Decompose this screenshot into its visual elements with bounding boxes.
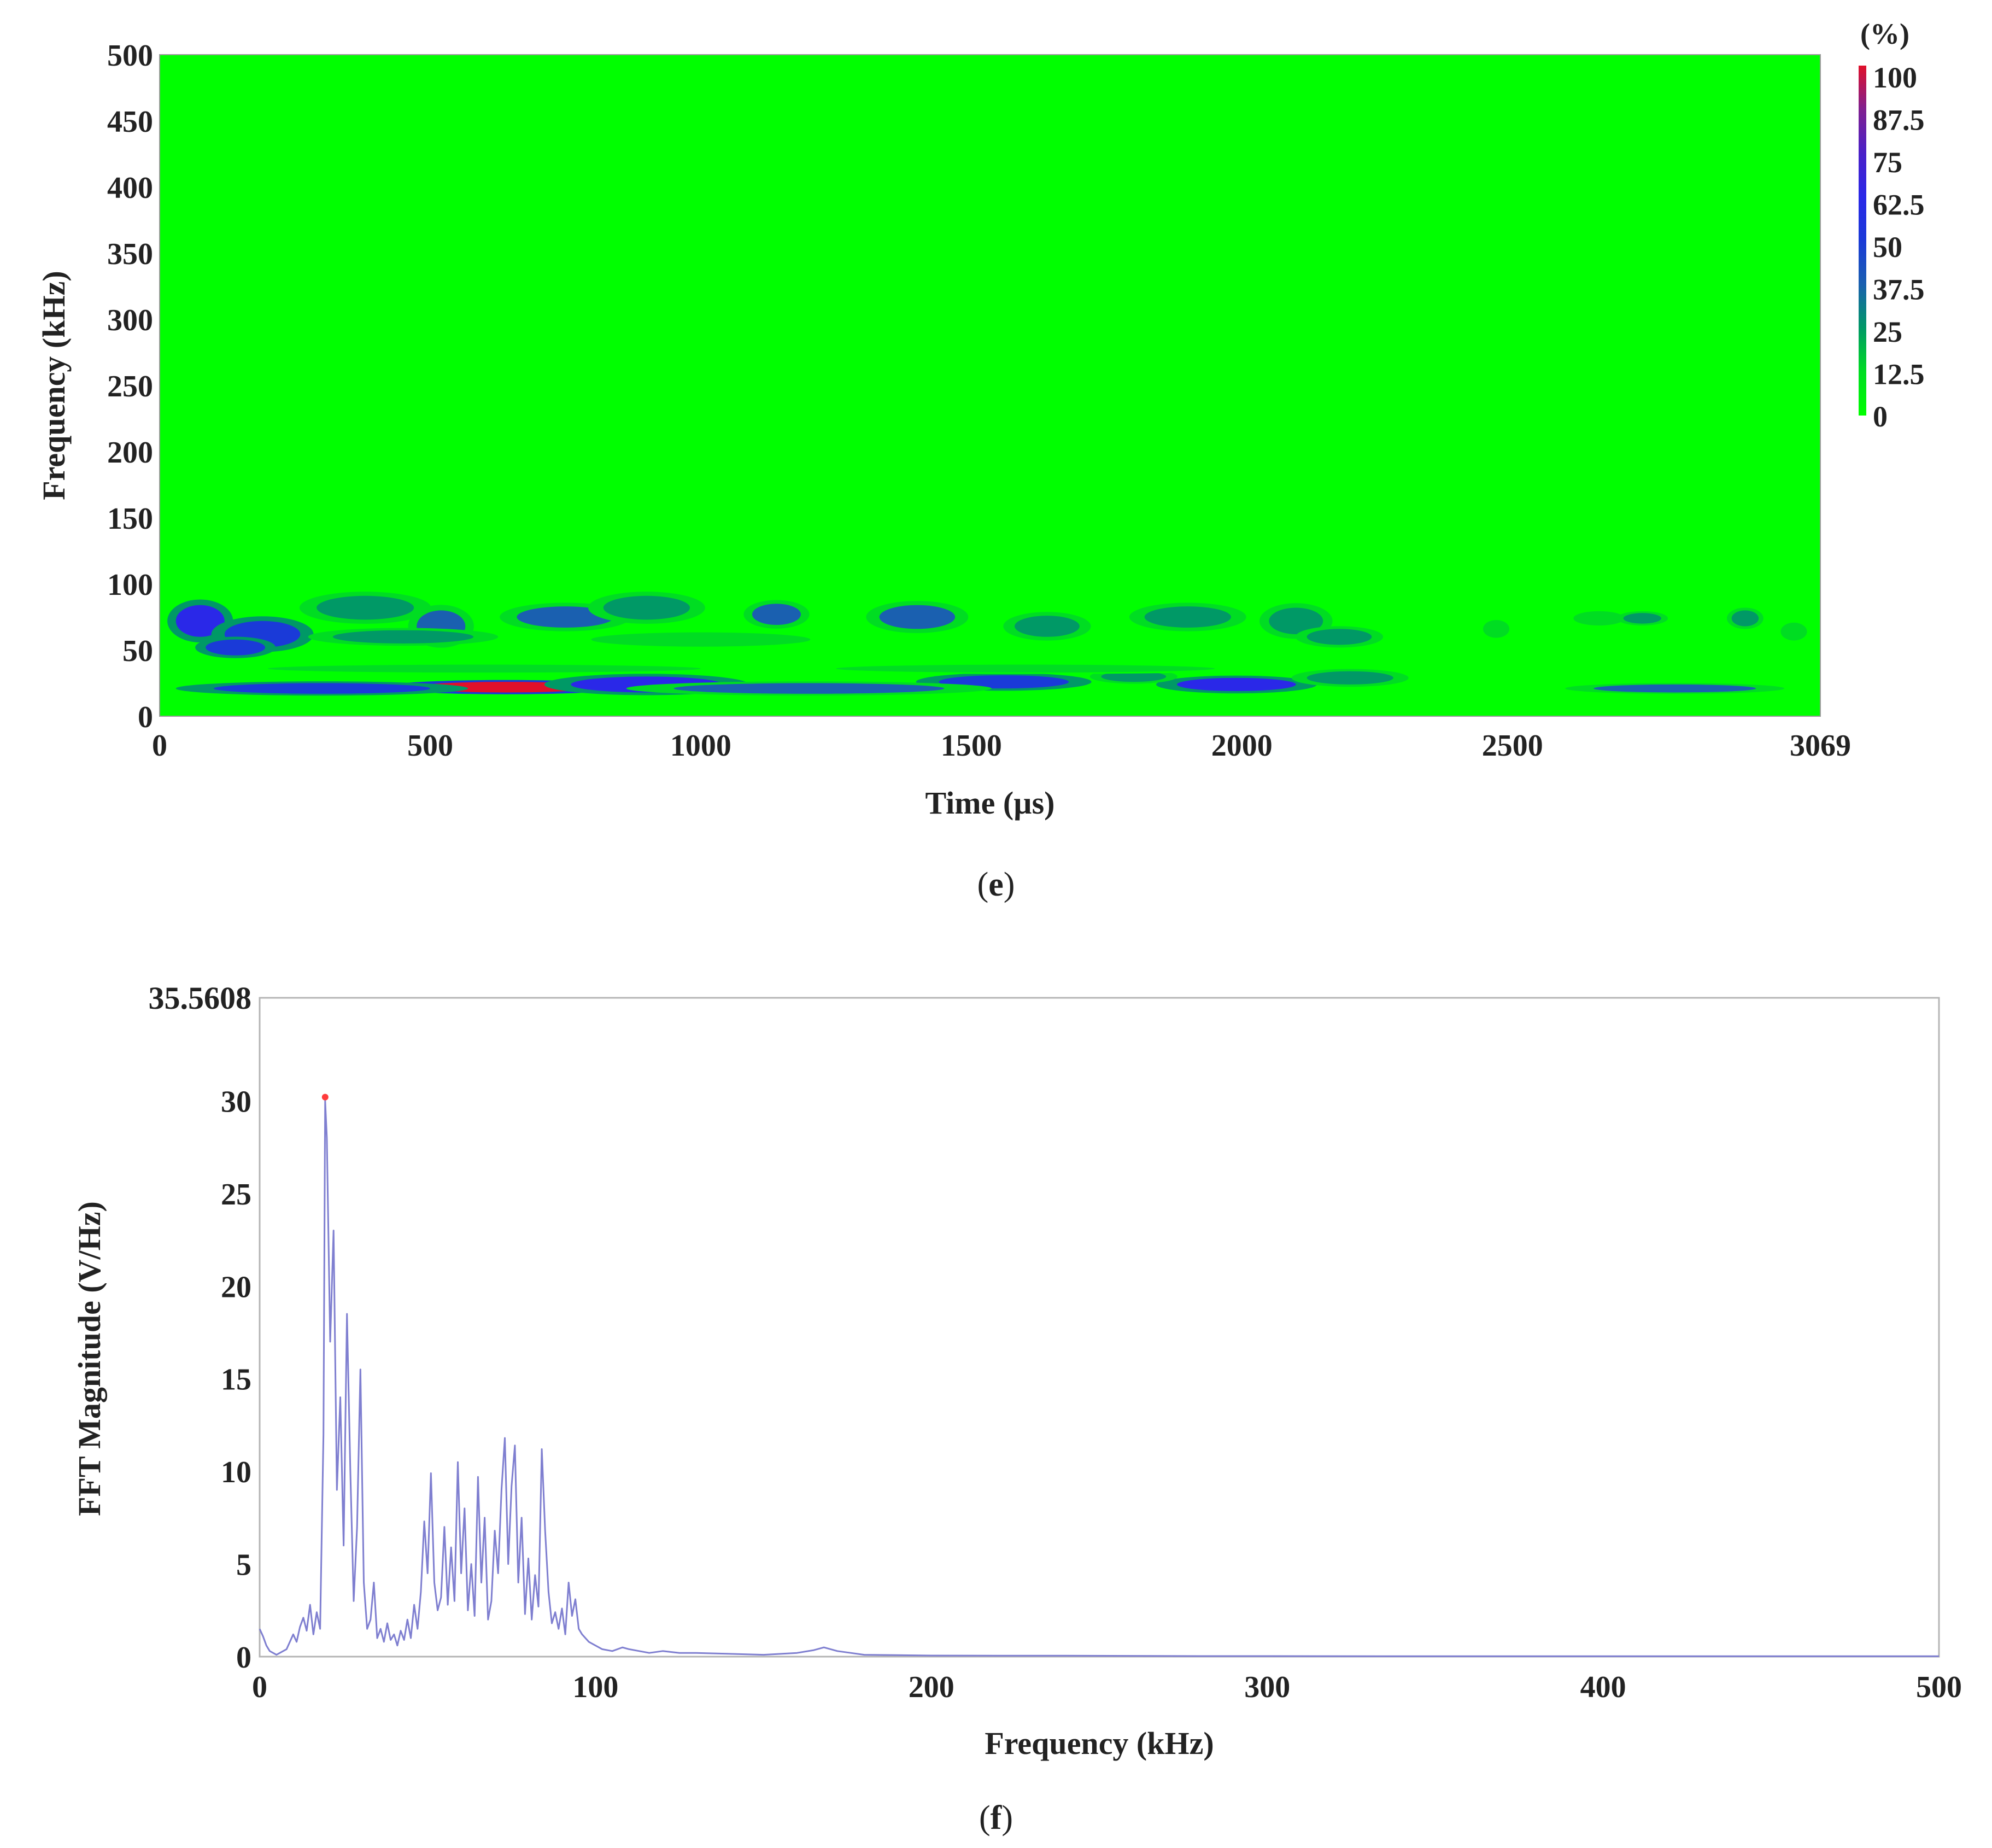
heatmap-y-tick-label: 350 bbox=[107, 237, 153, 271]
colorbar-gradient bbox=[1859, 66, 1866, 416]
heatmap-x-tick-label: 1500 bbox=[941, 729, 1002, 763]
heatmap-blob bbox=[1269, 607, 1323, 634]
colorbar-tick-label: 0 bbox=[1873, 400, 1888, 433]
heatmap-blob bbox=[1015, 616, 1080, 637]
heatmap-blob bbox=[1731, 610, 1759, 627]
heatmap-y-tick-label: 50 bbox=[122, 634, 153, 668]
heatmap-x-tick-label: 0 bbox=[152, 729, 167, 763]
heatmap-blob bbox=[752, 604, 801, 625]
spectrum-line bbox=[259, 1100, 1939, 1657]
heatmap-blob bbox=[175, 605, 225, 637]
spectrum-y-tick-label: 5 bbox=[236, 1548, 251, 1582]
heatmap-blob bbox=[317, 595, 414, 620]
heatmap-blob bbox=[213, 683, 430, 694]
heatmap-blob bbox=[1306, 629, 1372, 645]
heatmap-blob bbox=[267, 664, 701, 673]
heatmap-y-ticks: 0 50 100 150 200 250 300 350 400 450 500 bbox=[107, 39, 153, 734]
caption-e-open: ( bbox=[977, 866, 989, 903]
spectrum-y-tick-label: 15 bbox=[221, 1363, 251, 1397]
caption-e: (e) bbox=[977, 866, 1015, 903]
heatmap-blob bbox=[1144, 606, 1231, 628]
heatmap-blob bbox=[1486, 622, 1506, 636]
spectrum-x-axis-label: Frequency (kHz) bbox=[985, 1726, 1214, 1761]
spectrum-x-tick-label: 100 bbox=[572, 1670, 618, 1704]
heatmap-blob bbox=[1593, 684, 1756, 693]
caption-f-letter: f bbox=[991, 1799, 1003, 1837]
heatmap-blob bbox=[1623, 613, 1661, 624]
colorbar: (%) 100 87.5 75 62.5 50 37.5 25 12.5 0 bbox=[1859, 17, 1925, 433]
heatmap-x-tick-label: 2500 bbox=[1482, 729, 1543, 763]
heatmap-x-tick-label: 3069 bbox=[1790, 729, 1851, 763]
heatmap-y-tick-label: 250 bbox=[107, 370, 153, 403]
heatmap-blob bbox=[517, 606, 614, 628]
colorbar-tick-label: 62.5 bbox=[1873, 189, 1925, 221]
heatmap-blob bbox=[1177, 677, 1296, 692]
caption-f-open: ( bbox=[979, 1799, 991, 1837]
caption-e-letter: e bbox=[988, 866, 1004, 903]
colorbar-tick-label: 50 bbox=[1873, 231, 1902, 264]
spectrum-y-tick-label: 10 bbox=[221, 1455, 251, 1489]
colorbar-tick-label: 100 bbox=[1873, 61, 1917, 94]
spectrum-y-tick-label: 0 bbox=[236, 1641, 251, 1675]
spectrum-x-tick-label: 0 bbox=[252, 1670, 267, 1704]
caption-e-close: ) bbox=[1004, 866, 1015, 903]
heatmap-y-tick-label: 0 bbox=[138, 700, 153, 734]
colorbar-tick-label: 87.5 bbox=[1873, 104, 1925, 137]
spectrum-plot-area bbox=[259, 997, 1940, 1658]
heatmap-blob bbox=[1580, 613, 1618, 624]
heatmap-y-axis-label: Frequency (kHz) bbox=[36, 271, 72, 500]
spectrum-y-tick-label: 25 bbox=[221, 1178, 251, 1212]
heatmap-x-tick-label: 2000 bbox=[1211, 729, 1273, 763]
heatmap-blob bbox=[1101, 671, 1167, 682]
heatmap-y-tick-label: 450 bbox=[107, 105, 153, 139]
heatmap-y-tick-label: 150 bbox=[107, 502, 153, 536]
caption-f-close: ) bbox=[1001, 1799, 1013, 1837]
caption-f: (f) bbox=[979, 1799, 1013, 1837]
spectrum-y-ticks: 0 5 10 15 20 25 30 bbox=[221, 1085, 251, 1675]
heatmap-blob bbox=[836, 664, 1215, 673]
spectrum-x-tick-label: 400 bbox=[1580, 1670, 1626, 1704]
colorbar-tick-label: 12.5 bbox=[1873, 358, 1925, 391]
heatmap-y-tick-label: 500 bbox=[107, 39, 153, 73]
spectrum-y-tick-label: 20 bbox=[221, 1270, 251, 1304]
spectrum-x-ticks: 0 100 200 300 400 500 bbox=[252, 1670, 1962, 1704]
spectrum-x-tick-label: 300 bbox=[1244, 1670, 1290, 1704]
heatmap-blob bbox=[603, 595, 690, 620]
spectrum-y-axis-label: FFT Magnitude (V/Hz) bbox=[72, 1201, 107, 1516]
heatmap-x-axis-label: Time (µs) bbox=[925, 785, 1055, 821]
colorbar-unit-label: (%) bbox=[1860, 17, 1909, 50]
heatmap-x-tick-label: 1000 bbox=[670, 729, 731, 763]
spectrum-panel: 0 5 10 15 20 25 30 0 100 200 300 400 500 35.5608 Fr… bbox=[72, 980, 1962, 1837]
heatmap-blob bbox=[939, 675, 1069, 689]
heatmap-y-tick-label: 100 bbox=[107, 568, 153, 602]
heatmap-frame bbox=[159, 54, 1821, 717]
colorbar-tick-label: 25 bbox=[1873, 315, 1902, 348]
colorbar-ticks: 100 87.5 75 62.5 50 37.5 25 12.5 0 bbox=[1873, 61, 1925, 433]
heatmap-blob bbox=[1784, 625, 1804, 639]
spectrum-x-tick-label: 500 bbox=[1916, 1670, 1962, 1704]
heatmap-y-tick-label: 200 bbox=[107, 436, 153, 470]
heatmap-blob bbox=[673, 683, 945, 694]
heatmap-blob bbox=[1306, 671, 1393, 685]
heatmap-blob bbox=[619, 634, 782, 645]
colorbar-tick-label: 37.5 bbox=[1873, 273, 1925, 306]
spectrum-y-tick-label: 30 bbox=[221, 1085, 251, 1119]
heatmap-y-tick-label: 300 bbox=[107, 303, 153, 337]
heatmap-blob bbox=[206, 639, 266, 656]
spectrum-peak-marker bbox=[321, 1093, 329, 1101]
heatmap-blobs bbox=[167, 592, 1807, 696]
colorbar-tick-label: 75 bbox=[1873, 146, 1902, 179]
heatmap-blob bbox=[879, 605, 956, 629]
spectrum-x-tick-label: 200 bbox=[909, 1670, 954, 1704]
heatmap-x-tick-label: 500 bbox=[407, 729, 453, 763]
heatmap-x-ticks: 0 500 1000 1500 2000 2500 3069 bbox=[152, 729, 1851, 763]
heatmap-y-tick-label: 400 bbox=[107, 171, 153, 205]
heatmap-blob bbox=[332, 630, 474, 644]
spectrum-y-max-label: 35.5608 bbox=[149, 980, 252, 1016]
